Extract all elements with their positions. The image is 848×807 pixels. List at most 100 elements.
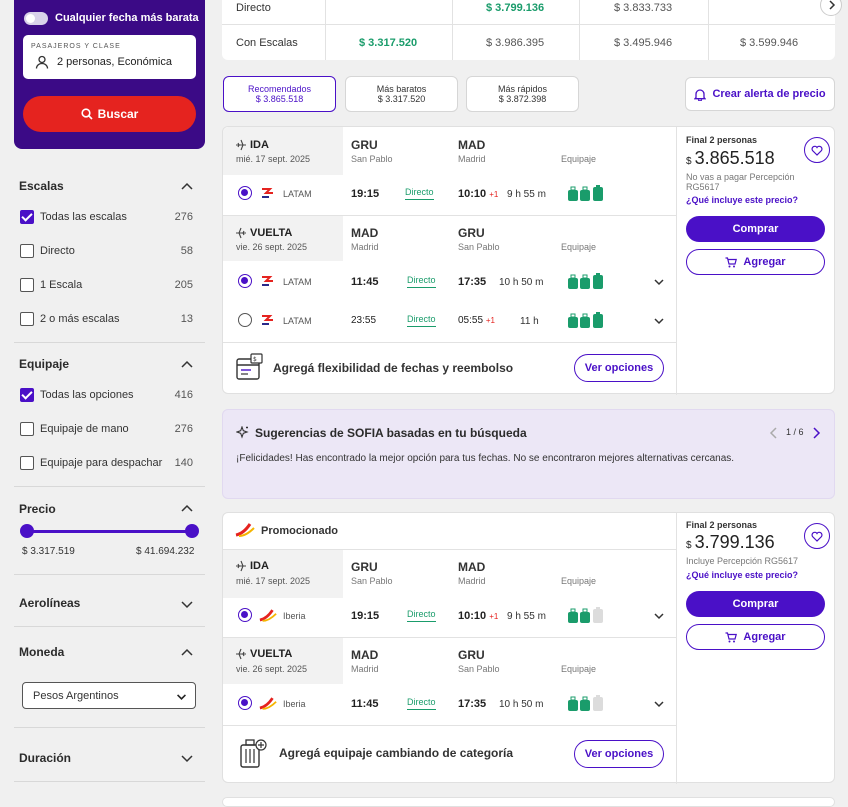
departure-time: 23:55 [351, 315, 377, 326]
passengers-field[interactable]: PASAJEROS Y CLASE 2 personas, Económica [23, 35, 196, 79]
divider [223, 215, 676, 216]
tab-recomendados[interactable]: Recomendados $ 3.865.518 [223, 76, 336, 112]
flight-radio[interactable] [238, 696, 252, 710]
chevron-down-icon[interactable] [653, 610, 665, 622]
checkbox-equipaje-despachar[interactable] [20, 456, 34, 470]
passengers-value: 2 personas, Económica [57, 56, 172, 68]
destination-code: MAD [458, 138, 486, 152]
flight-radio[interactable] [238, 186, 252, 200]
ver-opciones-button[interactable]: Ver opciones [574, 740, 664, 768]
matrix-cell[interactable]: $ 3.495.946 [614, 37, 673, 49]
chevron-left-icon[interactable] [769, 427, 779, 439]
checkbox-equipaje-mano[interactable] [20, 422, 34, 436]
checkbox-todas-escalas[interactable] [20, 210, 34, 224]
cheapest-date-toggle[interactable] [24, 12, 48, 25]
bell-icon [694, 88, 707, 101]
buy-button[interactable]: Comprar [686, 216, 825, 242]
search-button[interactable]: Buscar [23, 96, 196, 132]
iberia-logo-icon [235, 523, 255, 537]
chevron-up-icon[interactable] [180, 646, 194, 660]
stops-label[interactable]: Directo [405, 187, 434, 200]
latam-logo-icon [262, 315, 273, 325]
currency-select[interactable]: Pesos Argentinos [22, 682, 196, 709]
chevron-up-icon[interactable] [180, 358, 194, 372]
divider [222, 24, 835, 25]
aerolineas-title: Aerolíneas [19, 596, 81, 610]
chevron-up-icon[interactable] [180, 502, 194, 516]
matrix-cell[interactable]: $ 3.799.136 [486, 2, 545, 14]
divider [452, 0, 453, 60]
divider [14, 574, 205, 575]
duracion-title: Duración [19, 751, 72, 765]
option-label: Todas las escalas [40, 211, 127, 223]
price-details-link[interactable]: ¿Qué incluye este precio? [686, 570, 799, 580]
airline-name: LATAM [283, 277, 312, 287]
favorite-button[interactable] [804, 523, 830, 549]
leg-header [223, 550, 343, 598]
matrix-next-button[interactable] [820, 0, 842, 16]
add-to-cart-button[interactable]: Agregar [686, 624, 825, 650]
stops-label[interactable]: Directo [407, 314, 436, 327]
price-alert-button[interactable]: Crear alerta de precio [685, 77, 835, 111]
calendar-refund-icon: $ [236, 353, 263, 380]
search-icon [81, 108, 93, 120]
cheapest-date-label: Cualquier fecha más barata [55, 12, 199, 24]
leg-date: vie. 26 sept. 2025 [236, 664, 308, 674]
destination-city: San Pablo [458, 664, 500, 674]
tab-title: Recomendados [247, 84, 312, 94]
cart-icon [725, 631, 738, 642]
chevron-down-icon[interactable] [653, 698, 665, 710]
tab-mas-baratos[interactable]: Más baratos $ 3.317.520 [345, 76, 458, 112]
price-slider-max-handle[interactable] [185, 524, 199, 538]
chevron-down-icon[interactable] [180, 751, 194, 765]
baggage-upgrade-text: Agregá equipaje cambiando de categoría [279, 746, 514, 760]
plane-icon [236, 560, 246, 572]
origin-city: San Pablo [351, 154, 393, 164]
latam-logo-icon [262, 276, 273, 286]
checkbox-todas-opciones[interactable] [20, 388, 34, 402]
checkbox-2-escalas[interactable] [20, 312, 34, 326]
airline-name: Iberia [283, 611, 306, 621]
divider [14, 486, 205, 487]
cart-icon [725, 256, 738, 267]
flight-radio[interactable] [238, 313, 252, 327]
flight-card: Promocionado IDA mié. 17 sept. 2025 GRU … [222, 512, 835, 784]
checkbox-directo[interactable] [20, 244, 34, 258]
divider [223, 549, 676, 550]
matrix-cell[interactable]: $ 3.599.946 [740, 37, 799, 49]
chevron-down-icon[interactable] [653, 315, 665, 327]
chevron-right-icon[interactable] [811, 427, 821, 439]
option-count: 416 [174, 389, 193, 401]
price-alert-label: Crear alerta de precio [712, 88, 826, 100]
origin-city: Madrid [351, 242, 379, 252]
matrix-cell[interactable]: $ 3.317.520 [359, 37, 418, 49]
chevron-right-icon [829, 0, 836, 10]
stops-label[interactable]: Directo [407, 697, 436, 710]
matrix-cell[interactable]: $ 3.986.395 [486, 37, 545, 49]
arrival-time: 10:10 +1 [458, 610, 498, 622]
chevron-up-icon[interactable] [180, 180, 194, 194]
option-count: 276 [174, 211, 193, 223]
destination-city: Madrid [458, 154, 486, 164]
checkbox-1-escala[interactable] [20, 278, 34, 292]
tab-mas-rapidos[interactable]: Más rápidos $ 3.872.398 [466, 76, 579, 112]
heart-icon [811, 531, 823, 542]
buy-button[interactable]: Comprar [686, 591, 825, 617]
chevron-down-icon[interactable] [180, 597, 194, 611]
stops-label[interactable]: Directo [407, 609, 436, 622]
price-slider-min-handle[interactable] [20, 524, 34, 538]
favorite-button[interactable] [804, 137, 830, 163]
matrix-cell[interactable]: $ 3.833.733 [614, 2, 673, 14]
day-offset: +1 [485, 316, 495, 325]
ver-opciones-button[interactable]: Ver opciones [574, 354, 664, 382]
leg-header [223, 638, 343, 684]
flight-radio[interactable] [238, 608, 252, 622]
add-to-cart-button[interactable]: Agregar [686, 249, 825, 275]
flight-radio[interactable] [238, 274, 252, 288]
stops-label[interactable]: Directo [407, 275, 436, 288]
tab-price: $ 3.317.520 [377, 94, 426, 104]
chevron-down-icon[interactable] [653, 276, 665, 288]
price-details-link[interactable]: ¿Qué incluye este precio? [686, 195, 799, 205]
plane-icon [236, 227, 246, 239]
option-label: 2 o más escalas [40, 313, 120, 325]
